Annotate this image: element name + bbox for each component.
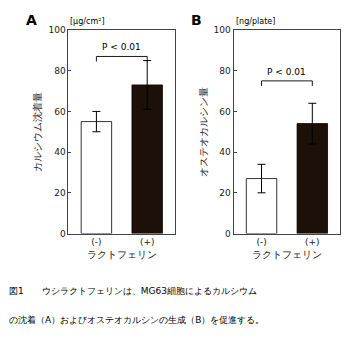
svg-text:P < 0.01: P < 0.01 (267, 67, 306, 77)
svg-text:の沈着（A）およびオステオカルシンの生成（B）を促進する。: の沈着（A）およびオステオカルシンの生成（B）を促進する。 (9, 315, 264, 325)
svg-text:(+): (+) (140, 237, 155, 247)
svg-text:P < 0.01: P < 0.01 (102, 42, 141, 52)
svg-text:100: 100 (214, 25, 231, 35)
svg-text:オステオカルシン量: オステオカルシン量 (198, 87, 209, 177)
svg-text:[μg/cm²]: [μg/cm²] (70, 17, 105, 26)
svg-text:80: 80 (219, 66, 231, 76)
svg-text:60: 60 (54, 107, 66, 117)
svg-text:(-): (-) (91, 237, 101, 247)
svg-text:60: 60 (219, 107, 231, 117)
svg-text:40: 40 (54, 147, 66, 157)
svg-text:(+): (+) (305, 237, 320, 247)
svg-text:カルシウム沈着量: カルシウム沈着量 (32, 92, 43, 172)
svg-text:0: 0 (225, 229, 231, 239)
svg-text:ラクトフェリン: ラクトフェリン (252, 249, 322, 260)
svg-text:[ng/plate]: [ng/plate] (236, 17, 275, 26)
svg-text:100: 100 (48, 25, 65, 35)
svg-text:B: B (191, 12, 202, 28)
svg-text:A: A (26, 12, 37, 28)
svg-text:ラクトフェリン: ラクトフェリン (87, 249, 157, 260)
svg-text:80: 80 (54, 66, 66, 76)
svg-text:20: 20 (54, 188, 66, 198)
svg-text:図1 ウシラクトフェリンは、MG63細胞によるカルシウム: 図1 ウシラクトフェリンは、MG63細胞によるカルシウム (9, 286, 257, 296)
svg-text:0: 0 (60, 229, 66, 239)
svg-text:(-): (-) (256, 237, 266, 247)
svg-text:40: 40 (219, 147, 231, 157)
svg-text:20: 20 (219, 188, 231, 198)
